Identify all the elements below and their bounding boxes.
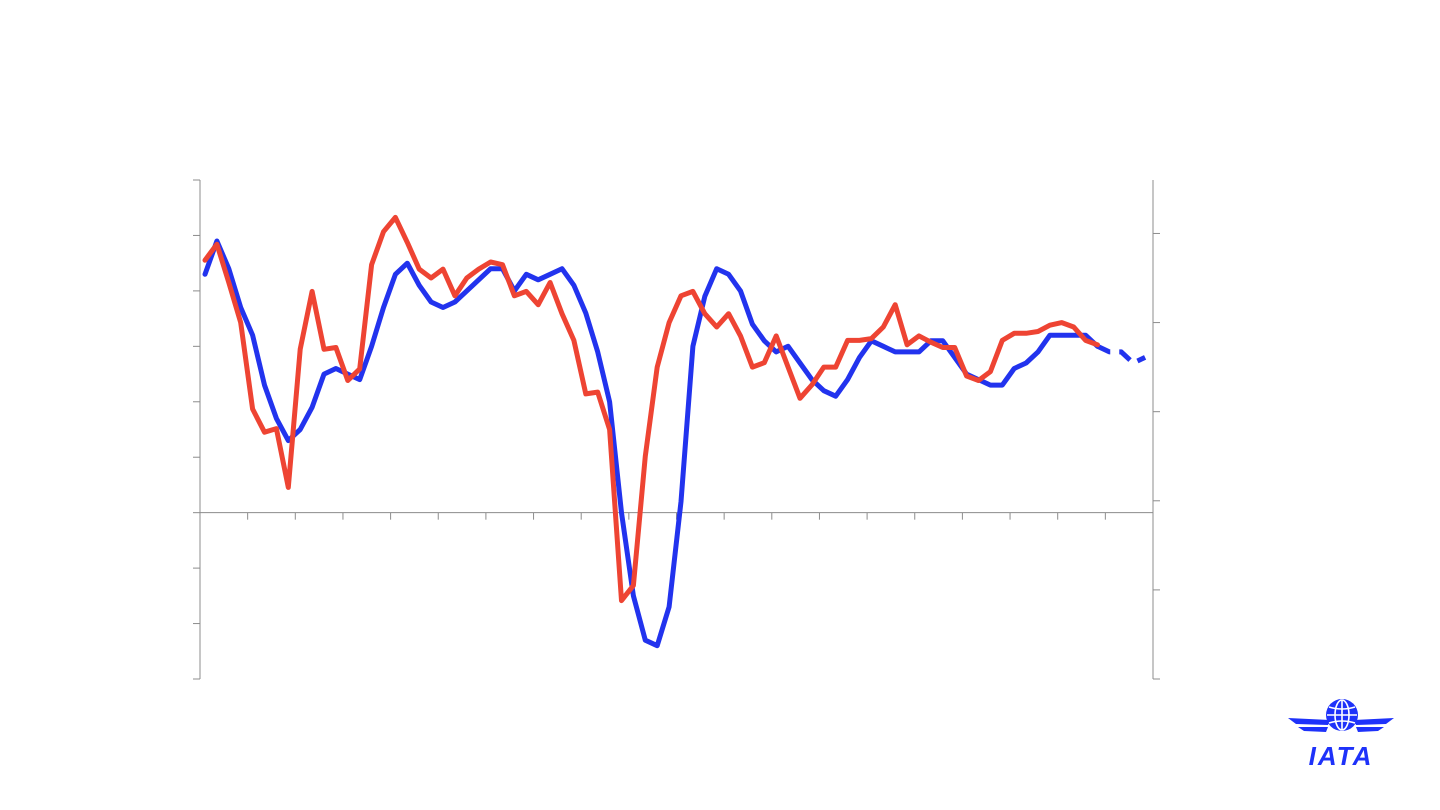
iata-logo: IATA xyxy=(1288,699,1394,768)
series-0-forecast-line xyxy=(1096,344,1147,366)
series-0-line xyxy=(202,238,1100,649)
series-1-line xyxy=(202,214,1100,604)
chart-series xyxy=(202,214,1147,649)
chart-axes xyxy=(193,179,1160,680)
logo-text: IATA xyxy=(1309,741,1374,768)
